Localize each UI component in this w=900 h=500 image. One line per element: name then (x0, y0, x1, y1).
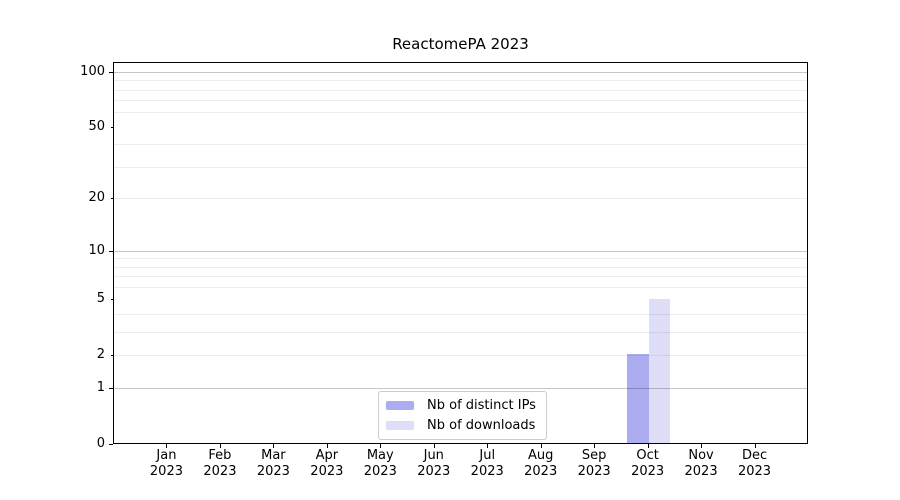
legend-label: Nb of downloads (427, 418, 536, 433)
y-tick-mark (109, 444, 113, 445)
x-tick-mark (433, 444, 435, 448)
y-tick-label: 0 (96, 436, 105, 451)
y-major-gridline (114, 71, 807, 73)
y-minor-gridline (114, 100, 807, 102)
legend-item: Nb of distinct IPs (386, 398, 536, 413)
x-tick-label: Oct 2023 (631, 448, 665, 479)
x-tick-mark (701, 444, 703, 448)
x-tick-label: Aug 2023 (524, 448, 558, 479)
y-minor-gridline (114, 355, 807, 357)
y-tick-label: 2 (96, 347, 105, 363)
y-minor-gridline (114, 80, 807, 82)
x-tick-mark (166, 444, 168, 448)
y-major-gridline (114, 250, 807, 252)
x-tick-label: May 2023 (363, 448, 397, 479)
legend-swatch-downloads (386, 421, 414, 430)
bar-distinct-ips-oct-2023 (627, 354, 649, 443)
x-tick-mark (647, 444, 649, 448)
x-tick-label: Nov 2023 (684, 448, 718, 479)
y-minor-gridline (114, 314, 807, 316)
y-minor-gridline (114, 89, 807, 91)
x-tick-mark (273, 444, 275, 448)
y-minor-gridline (114, 276, 807, 278)
y-tick-mark (110, 299, 113, 301)
x-tick-label: Feb 2023 (203, 448, 237, 479)
y-tick-label: 1 (96, 380, 105, 396)
x-tick-mark (540, 444, 542, 448)
x-tick-mark (219, 444, 221, 448)
x-tick-label: Mar 2023 (256, 448, 290, 479)
y-minor-gridline (114, 266, 807, 268)
y-tick-label: 10 (88, 242, 105, 258)
y-minor-gridline (114, 332, 807, 334)
y-minor-gridline (114, 258, 807, 260)
x-tick-label: Apr 2023 (310, 448, 344, 479)
legend-label: Nb of distinct IPs (427, 398, 536, 413)
bar-downloads-oct-2023 (648, 298, 670, 443)
y-minor-gridline (114, 112, 807, 114)
y-minor-gridline (114, 287, 807, 289)
legend-swatch-distinct-ips (386, 401, 414, 410)
plot-area (113, 62, 808, 444)
y-tick-mark (110, 355, 113, 357)
y-minor-gridline (114, 144, 807, 146)
x-tick-mark (380, 444, 382, 448)
x-tick-mark (487, 444, 489, 448)
y-tick-mark (109, 250, 113, 252)
x-tick-label: Jun 2023 (417, 448, 451, 479)
chart-title: ReactomePA 2023 (392, 35, 529, 53)
y-minor-gridline (114, 198, 807, 200)
y-tick-mark (109, 388, 113, 390)
y-tick-label: 20 (88, 190, 105, 206)
y-major-gridline (114, 388, 807, 390)
y-tick-mark (109, 71, 113, 73)
y-tick-label: 100 (80, 63, 105, 79)
y-tick-label: 50 (88, 118, 105, 134)
legend: Nb of distinct IPs Nb of downloads (378, 391, 547, 440)
x-tick-label: Jul 2023 (470, 448, 504, 479)
y-tick-mark (110, 126, 113, 128)
x-tick-mark (754, 444, 756, 448)
x-tick-mark (326, 444, 328, 448)
x-tick-label: Sep 2023 (577, 448, 611, 479)
x-tick-label: Jan 2023 (149, 448, 183, 479)
y-minor-gridline (114, 167, 807, 169)
x-tick-label: Dec 2023 (737, 448, 772, 479)
x-tick-mark (594, 444, 596, 448)
y-tick-label: 5 (96, 291, 105, 307)
legend-item: Nb of downloads (386, 418, 536, 433)
y-tick-mark (110, 198, 113, 200)
